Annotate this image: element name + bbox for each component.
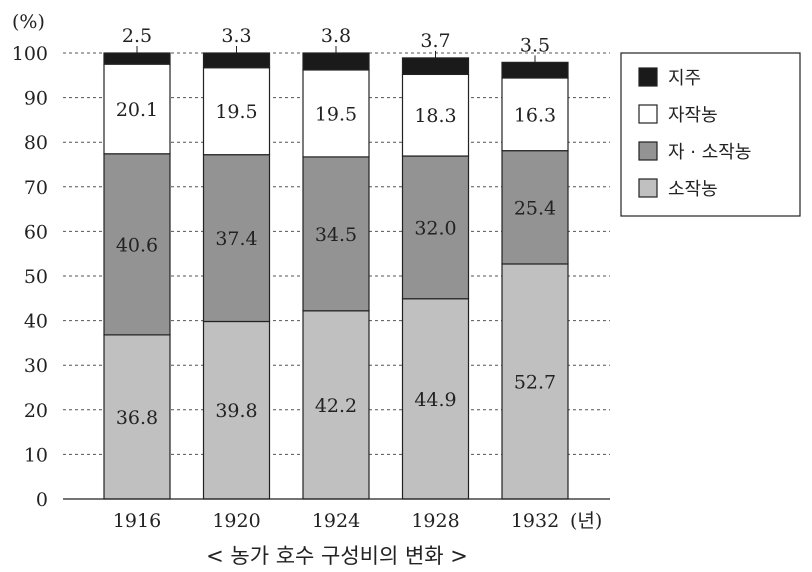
bar-segment-4 <box>501 61 569 79</box>
data-label: 36.8 <box>116 407 158 429</box>
legend-label: 자 · 소작농 <box>668 142 751 163</box>
data-label: 18.3 <box>414 105 456 127</box>
legend-swatch <box>638 104 658 124</box>
bar-segment-1 <box>401 298 470 500</box>
bar-segment-1 <box>302 310 370 500</box>
y-tick-label: 20 <box>24 400 48 422</box>
y-tick-label: 10 <box>24 444 48 466</box>
data-label: 52.7 <box>514 371 556 393</box>
x-axis-unit-label: (년) <box>570 510 602 532</box>
y-tick-label: 50 <box>24 266 48 288</box>
bar-segment-2 <box>103 153 171 336</box>
y-axis-unit-label: (%) <box>12 11 45 33</box>
data-label: 16.3 <box>514 104 556 126</box>
data-label: 19.5 <box>215 101 257 123</box>
legend-label: 지주 <box>668 68 701 89</box>
y-tick-label: 30 <box>24 355 48 377</box>
bar-segment-2 <box>302 156 370 312</box>
bar-segment-1 <box>501 263 569 500</box>
legend-swatch <box>638 67 658 87</box>
data-label: 2.5 <box>122 25 152 47</box>
x-tick-label: 1928 <box>411 510 459 532</box>
x-tick-label: 1920 <box>212 510 260 532</box>
x-tick-label: 1924 <box>312 510 360 532</box>
bar-segment-1 <box>103 334 171 500</box>
data-label: 3.3 <box>221 25 251 47</box>
bar-segment-1 <box>202 320 271 500</box>
bar-segment-3 <box>501 77 569 152</box>
data-label: 3.5 <box>520 34 550 56</box>
bar-segment-4 <box>202 52 271 69</box>
bars: 36.8 40.6 20.1 2.5 39.8 37.4 19.5 3.3 42.2 34.5 19… <box>103 25 569 500</box>
bar-segment-4 <box>401 57 470 76</box>
legend-label: 자작농 <box>668 105 718 126</box>
data-label: 44.9 <box>414 389 456 411</box>
x-tick-label: 1932 <box>511 510 559 532</box>
data-label: 20.1 <box>116 99 158 121</box>
data-label: 42.2 <box>315 395 357 417</box>
bar-segment-3 <box>302 69 370 158</box>
legend-swatch <box>638 141 658 161</box>
y-tick-label: 40 <box>24 311 48 333</box>
bar-segment-4 <box>103 52 171 65</box>
y-tick-label: 90 <box>24 88 48 110</box>
chart-title: < 농가 호수 구성비의 변화 > <box>206 544 468 568</box>
y-tick-label: 80 <box>24 132 48 154</box>
y-tick-label: 0 <box>36 489 48 511</box>
y-tick-label: 60 <box>24 221 48 243</box>
legend-label: 소작농 <box>668 179 718 200</box>
y-axis-ticks: 0 10 20 30 40 50 60 70 80 90 100 <box>12 43 48 511</box>
y-tick-label: 70 <box>24 177 48 199</box>
bar-segment-2 <box>401 155 470 300</box>
bar-segment-3 <box>103 63 171 155</box>
bar-segment-3 <box>401 73 470 157</box>
data-label: 25.4 <box>514 197 556 219</box>
bar-segment-2 <box>202 154 271 323</box>
legend-swatch <box>638 178 658 198</box>
bar-segment-3 <box>202 67 271 156</box>
data-label: 37.4 <box>215 228 257 250</box>
data-label: 39.8 <box>215 400 257 422</box>
bar-segment-4 <box>302 52 370 71</box>
data-label: 34.5 <box>315 224 357 246</box>
data-label: 3.7 <box>420 30 450 52</box>
x-axis-ticks: 1916 1920 1924 1928 1932 <box>113 510 559 532</box>
x-tick-label: 1916 <box>113 510 161 532</box>
data-label: 32.0 <box>414 217 456 239</box>
bar-segment-2 <box>501 150 569 265</box>
data-label: 40.6 <box>116 234 158 256</box>
data-label: 3.8 <box>321 25 351 47</box>
y-tick-label: 100 <box>12 43 48 65</box>
data-label: 19.5 <box>315 103 357 125</box>
